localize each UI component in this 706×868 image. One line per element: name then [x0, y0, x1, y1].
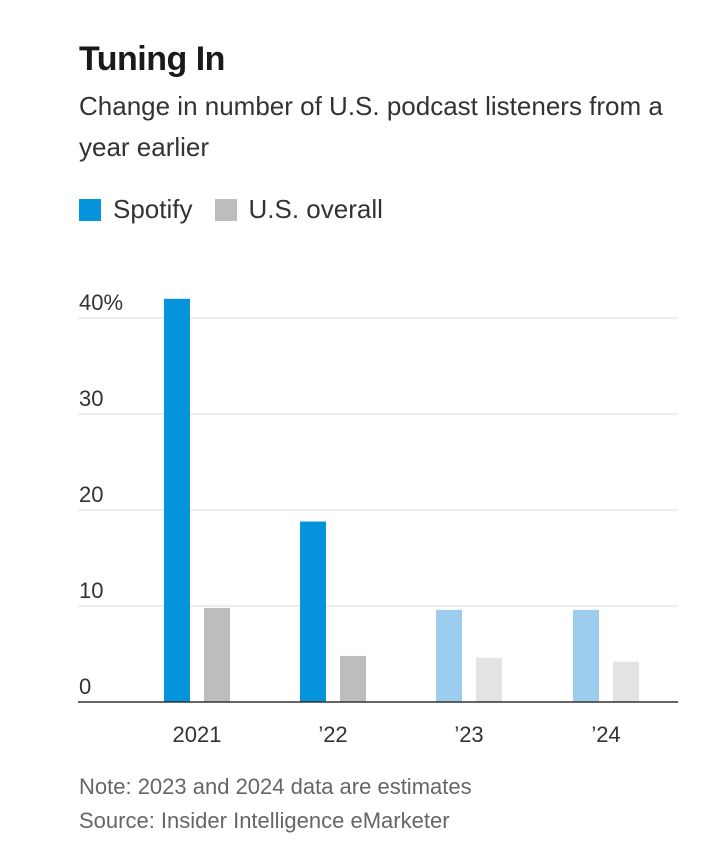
x-tick-label: ’23: [454, 722, 483, 747]
legend: Spotify U.S. overall: [79, 194, 405, 225]
note-text: Note: 2023 and 2024 data are estimates: [79, 774, 472, 799]
y-tick-label: 30: [79, 386, 103, 411]
y-axis-labels: 0 10 20 30 40%: [79, 290, 123, 699]
legend-item-us-overall: U.S. overall: [214, 194, 383, 225]
y-tick-label: 0: [79, 674, 91, 699]
legend-swatch-us-overall: [214, 198, 237, 221]
chart-subtitle: Change in number of U.S. podcast listene…: [79, 91, 663, 162]
chart-title: Tuning In: [79, 40, 225, 78]
footnote: Note: 2023 and 2024 data are estimates S…: [79, 770, 472, 838]
y-tick-label: 10: [79, 578, 103, 603]
bar-us-overall: [613, 661, 639, 702]
source-text: Source: Insider Intelligence eMarketer: [79, 808, 450, 833]
bar-spotify: [164, 298, 190, 702]
x-axis-labels: 2021 ’22 ’23 ’24: [173, 722, 621, 747]
legend-label-spotify: Spotify: [113, 194, 193, 224]
bar-us-overall: [476, 657, 502, 702]
x-tick-label: 2021: [173, 722, 222, 747]
legend-swatch-spotify: [79, 198, 101, 221]
x-tick-label: ’24: [591, 722, 620, 747]
legend-label-us-overall: U.S. overall: [248, 194, 383, 224]
bar-spotify: [436, 609, 462, 702]
y-tick-label: 40%: [79, 290, 123, 315]
bar-us-overall: [340, 655, 366, 702]
legend-item-spotify: Spotify: [79, 194, 193, 225]
bar-spotify: [300, 521, 326, 702]
y-tick-label: 20: [79, 482, 103, 507]
bar-us-overall: [204, 607, 230, 702]
x-tick-label: ’22: [318, 722, 347, 747]
bars: [164, 298, 639, 702]
bar-spotify: [573, 609, 599, 702]
